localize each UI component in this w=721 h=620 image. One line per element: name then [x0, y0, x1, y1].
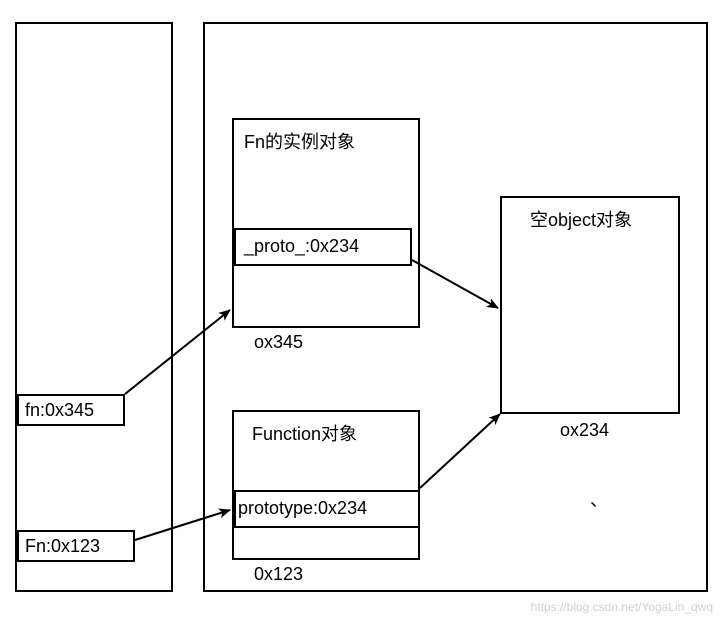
left-panel [15, 22, 173, 592]
watermark: https://blog.csdn.net/YogaLin_qwq [531, 600, 713, 614]
instance-title: Fn的实例对象 [244, 128, 355, 154]
Fn-box: Fn:0x123 [17, 530, 135, 562]
proto-label: _proto_:0x234 [244, 236, 359, 257]
function-title: Function对象 [252, 420, 357, 446]
fn-box-label: fn:0x345 [25, 400, 94, 421]
instance-footer: ox345 [254, 332, 303, 353]
empty-object-footer: ox234 [560, 420, 609, 441]
diagram-canvas: fn:0x345 Fn:0x123 Fn的实例对象 ox345 _proto_:… [0, 0, 721, 620]
Fn-box-label: Fn:0x123 [25, 536, 100, 557]
prototype-label: prototype:0x234 [238, 498, 367, 519]
empty-object-title: 空object对象 [530, 206, 632, 232]
function-footer: 0x123 [254, 564, 303, 585]
fn-box: fn:0x345 [17, 394, 125, 426]
stray-mark: 、 [590, 486, 608, 512]
